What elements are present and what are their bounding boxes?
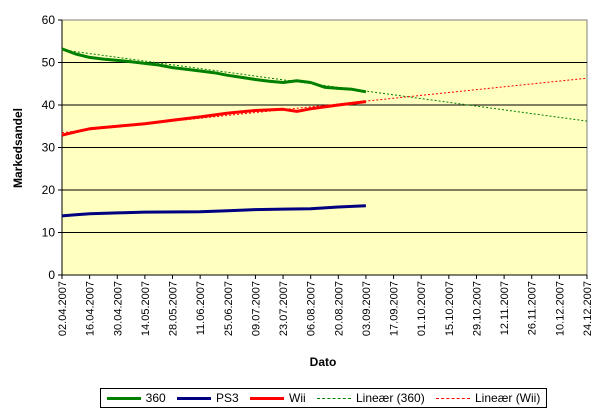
legend-swatch (177, 396, 211, 400)
series-line-line-r-360 (61, 49, 588, 122)
x-tick-label: 23.07.2007 (278, 281, 290, 336)
x-tick-label: 29.10.2007 (471, 281, 483, 336)
x-axis-title: Dato (310, 355, 337, 369)
x-tick-label: 11.06.2007 (195, 281, 207, 335)
x-tick-label: 24.12.2007 (582, 281, 594, 336)
series-line-ps3 (61, 204, 366, 218)
x-tick-labels: 02.04.2007 16.04.2007 30.04.2007 14.05.2007… (57, 275, 594, 336)
y-tick-label: 40 (42, 98, 56, 112)
legend-item: Wii (250, 391, 306, 405)
x-tick-label: 06.08.2007 (306, 281, 318, 336)
y-tick-label: 20 (42, 183, 56, 197)
y-tick-labels: 0 10 20 30 40 50 60 (42, 13, 62, 282)
legend-label: PS3 (216, 391, 239, 405)
x-tick-label: 30.04.2007 (112, 281, 124, 336)
legend-label: 360 (145, 391, 166, 405)
y-tick-label: 60 (42, 13, 56, 27)
series-lines (61, 47, 588, 218)
x-tick-label: 02.04.2007 (57, 281, 69, 336)
y-axis-title: Markedsandel (11, 108, 25, 188)
y-tick-label: 0 (48, 268, 55, 282)
x-tick-label: 12.11.2007 (499, 281, 511, 335)
y-tick-label: 30 (42, 141, 56, 155)
x-tick-label: 01.10.2007 (416, 281, 428, 336)
series-line-360 (61, 47, 367, 94)
y-tick-label: 10 (42, 226, 56, 240)
legend-swatch (106, 396, 141, 400)
x-tick-label: 20.08.2007 (333, 281, 345, 336)
legend-swatch (250, 396, 284, 400)
legend: 360 PS3 Wii Lineær (360) Lineær (Wii) (100, 388, 547, 408)
series-line-wii (61, 100, 367, 137)
legend-item: 360 (106, 391, 166, 405)
legend-item: Lineær (360) (316, 391, 425, 405)
legend-item: PS3 (177, 391, 239, 405)
x-tick-label: 25.06.2007 (223, 281, 235, 336)
x-tick-label: 17.09.2007 (389, 281, 401, 336)
x-tick-label: 15.10.2007 (444, 281, 456, 336)
x-tick-label: 14.05.2007 (140, 281, 152, 336)
x-tick-label: 26.11.2007 (527, 281, 539, 335)
legend-label: Lineær (Wii) (475, 391, 541, 405)
legend-label: Wii (289, 391, 306, 405)
x-tick-label: 10.12.2007 (554, 281, 566, 336)
x-tick-label: 09.07.2007 (250, 281, 262, 336)
legend-item: Lineær (Wii) (436, 391, 540, 405)
legend-swatch (436, 397, 470, 399)
x-tick-label: 16.04.2007 (85, 281, 97, 336)
y-tick-label: 50 (42, 56, 56, 70)
legend-swatch (316, 397, 351, 399)
legend-label: Lineær (360) (355, 391, 425, 405)
x-tick-label: 28.05.2007 (168, 281, 180, 336)
x-tick-label: 03.09.2007 (361, 281, 373, 336)
